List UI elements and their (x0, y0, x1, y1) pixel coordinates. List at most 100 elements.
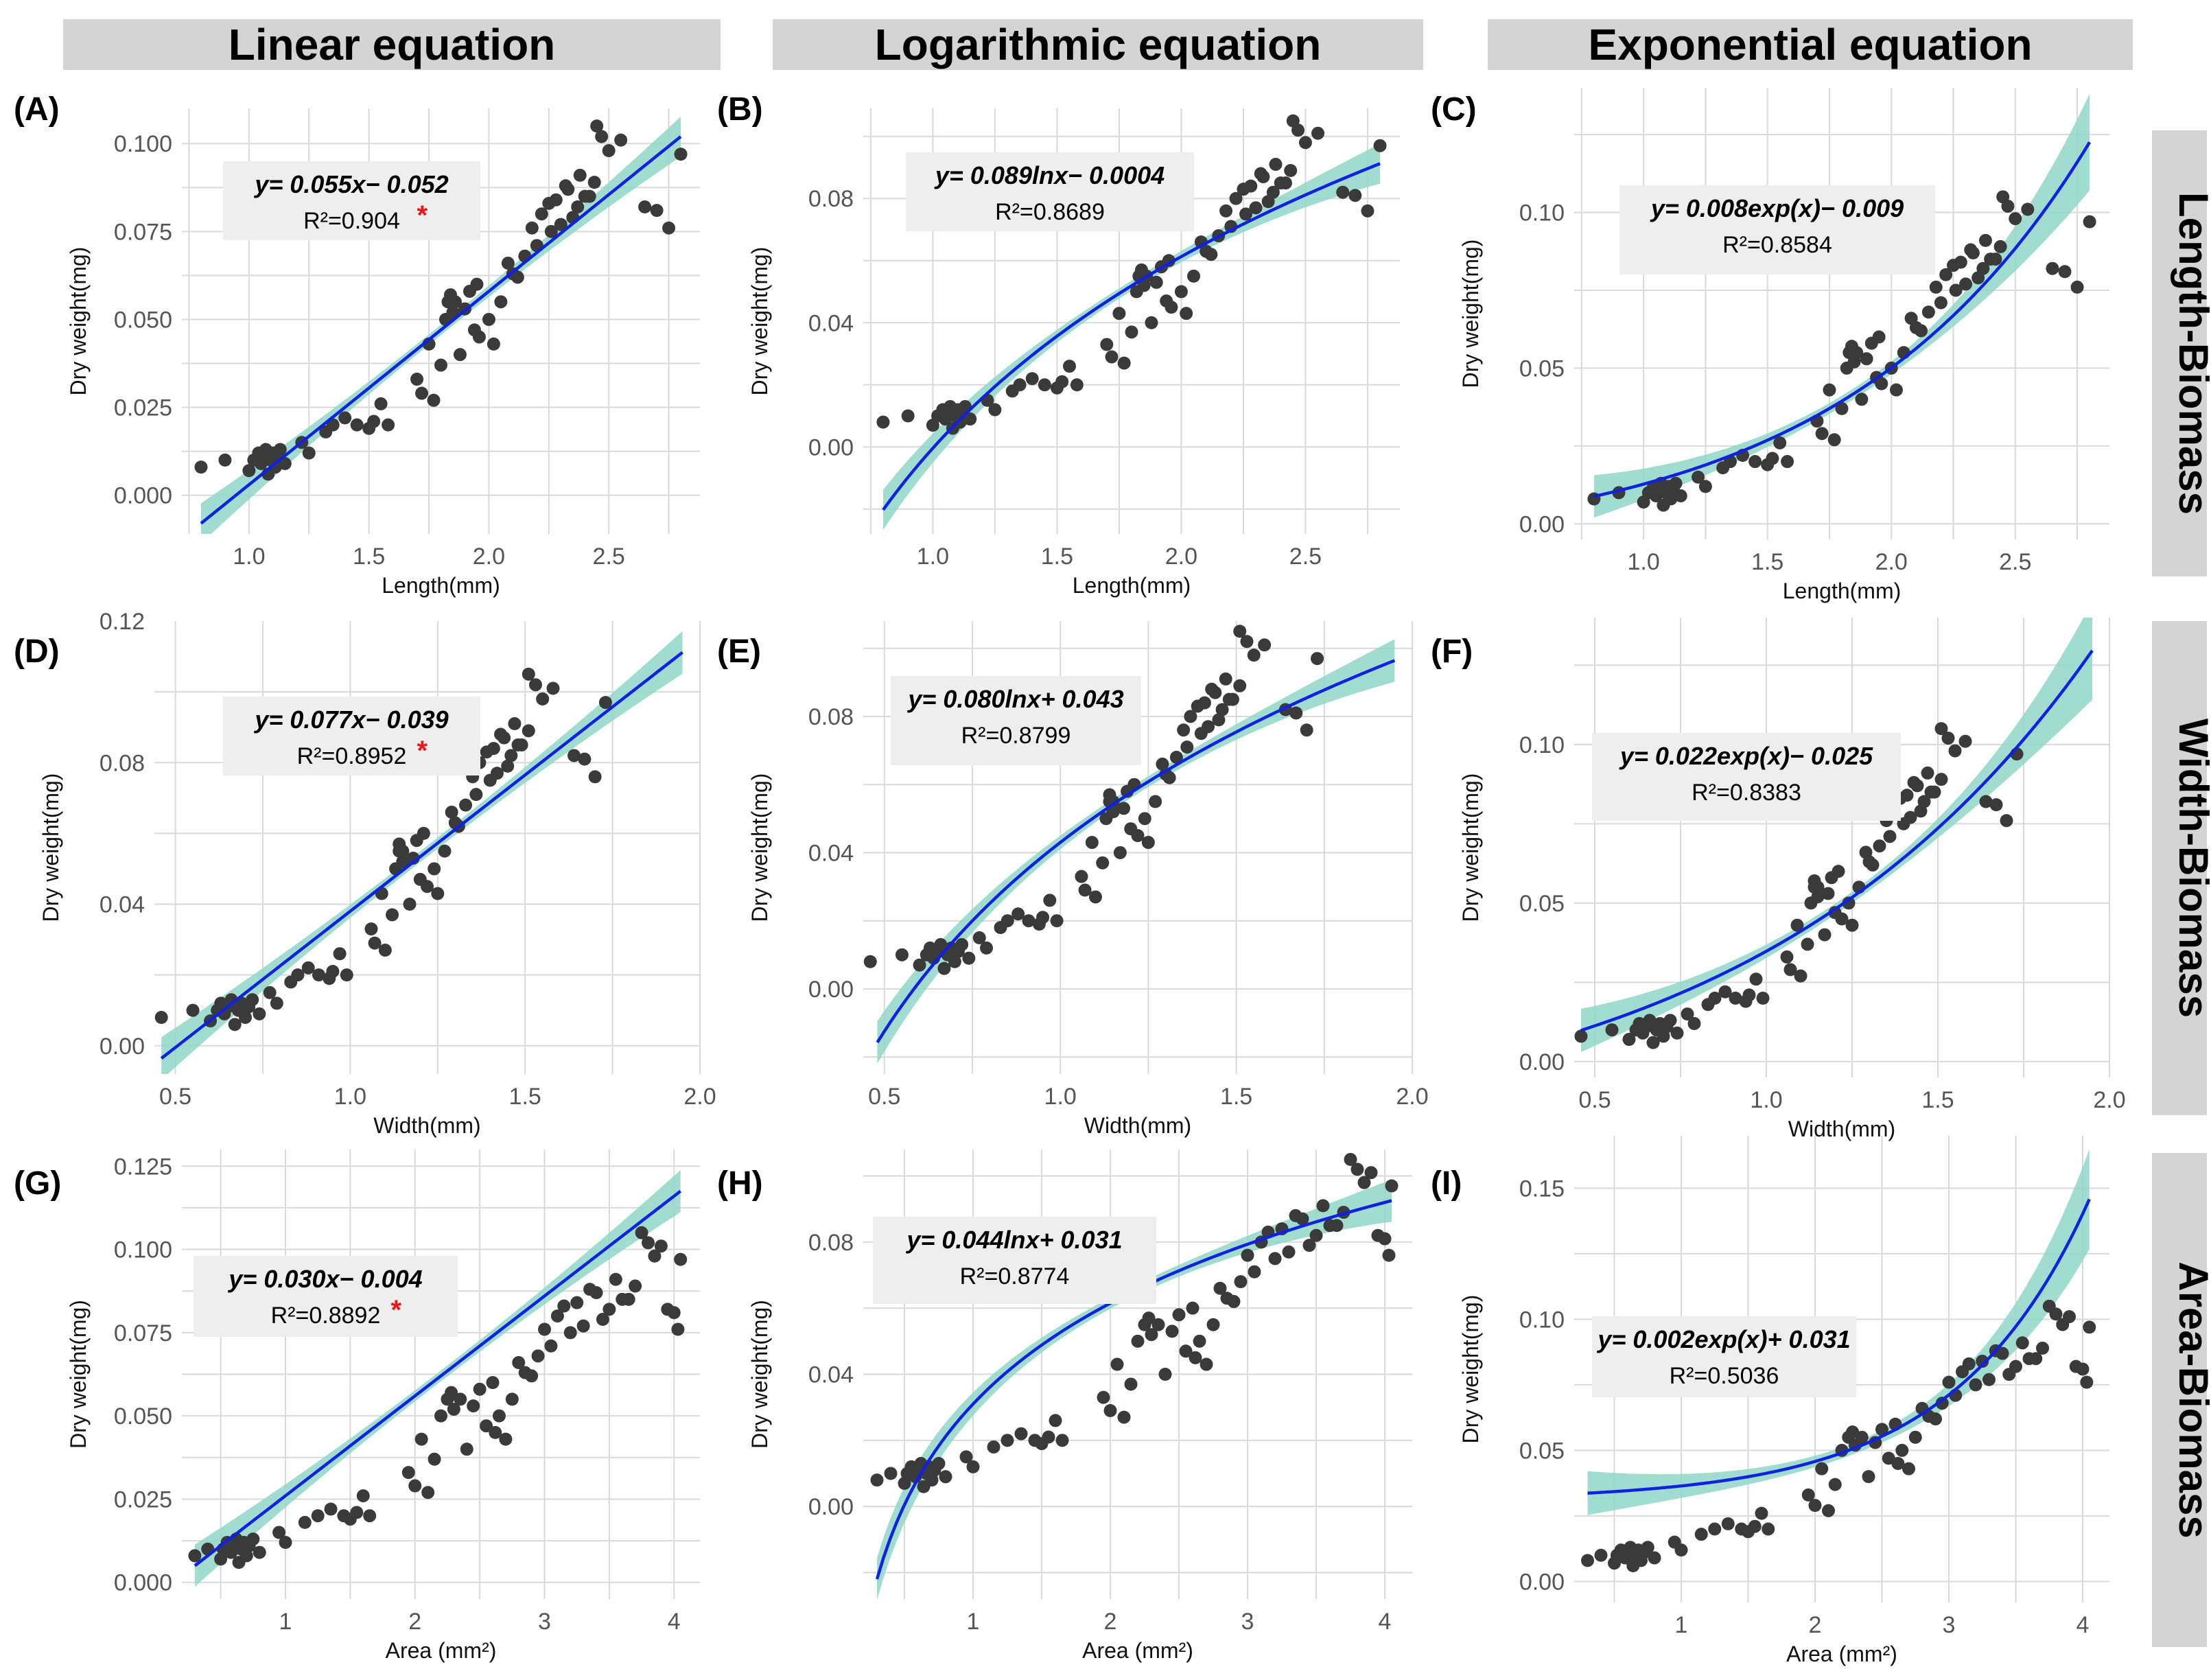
data-point (487, 337, 500, 351)
data-point (1289, 706, 1303, 720)
data-point (1131, 829, 1145, 843)
panel-a: (A) 1.0 1.5 2.0 2.5 0.000 0.025 0.050 0.075 0.100… (14, 91, 700, 598)
x-tick-label: 0.5 (159, 1084, 191, 1110)
data-point (1976, 1355, 1989, 1368)
r-squared-text: R²=0.8799 (961, 723, 1071, 749)
data-point (1915, 324, 1928, 338)
y-axis-title: Dry weight(mg) (747, 247, 772, 396)
data-point (642, 1236, 655, 1250)
data-point (614, 133, 628, 147)
data-point (1215, 703, 1229, 716)
x-axis-title: Area (mm²) (1786, 1642, 1897, 1666)
y-axis-title: Dry weight(mg) (1458, 240, 1483, 388)
data-point (278, 457, 292, 471)
data-point (414, 1432, 428, 1446)
data-point (1862, 1470, 1875, 1484)
data-point (1889, 383, 1903, 397)
y-tick-label: 0.025 (114, 395, 172, 421)
equation-box (891, 676, 1141, 765)
row-header-area-bg (2152, 1153, 2207, 1647)
equation-box (194, 1256, 458, 1337)
data-point (1106, 805, 1120, 819)
data-point (1942, 1375, 1956, 1389)
data-point (1233, 625, 1247, 638)
data-point (1180, 307, 1193, 320)
data-point (546, 681, 560, 695)
plot-area (194, 116, 688, 534)
y-tick-label: 0.00 (808, 977, 854, 1003)
x-tick-label: 2.5 (1289, 544, 1322, 570)
x-tick-label: 0.5 (1578, 1087, 1611, 1113)
data-point (1241, 1248, 1254, 1262)
y-tick-label: 0.00 (1519, 511, 1565, 537)
data-point (401, 1466, 415, 1480)
data-point (1815, 1462, 1829, 1475)
data-point (1145, 316, 1158, 329)
r-squared-text: R²=0.8689 (995, 199, 1105, 225)
data-point (648, 1249, 662, 1263)
data-point (979, 941, 993, 955)
data-point (988, 403, 1002, 417)
data-point (482, 312, 495, 326)
panel-e: (E) 0.5 1.0 1.5 2.0 0.00 0.04 0.08 Width(mm) Dry … (717, 621, 1429, 1138)
data-point (1357, 1176, 1371, 1189)
data-point (1669, 476, 1683, 490)
data-point (246, 1532, 260, 1546)
data-point (1110, 1357, 1124, 1371)
data-point (253, 1007, 266, 1020)
data-point (1594, 1548, 1608, 1562)
data-point (1197, 696, 1211, 710)
data-point (1291, 124, 1305, 137)
data-point (1282, 1245, 1296, 1259)
data-point (473, 1382, 487, 1396)
x-tick-label: 4 (1379, 1609, 1392, 1635)
equation-box (873, 1217, 1156, 1304)
x-tick-label: 1.5 (509, 1084, 541, 1110)
data-point (364, 922, 378, 936)
data-point (1832, 865, 1845, 878)
confidence-band (1593, 93, 2090, 518)
data-point (959, 1450, 973, 1464)
data-point (1149, 795, 1162, 808)
data-point (1141, 836, 1155, 850)
data-point (1811, 890, 1825, 904)
y-axis-title: Dry weight(mg) (1458, 773, 1483, 922)
data-point (499, 1432, 513, 1446)
data-point (522, 724, 535, 738)
data-point (1249, 201, 1263, 215)
r-squared-text: R²=0.8892 (271, 1303, 381, 1329)
equation-box (223, 161, 480, 240)
data-point (1226, 692, 1239, 706)
data-point (573, 168, 587, 182)
data-point (1239, 207, 1253, 221)
x-tick-label: 1.5 (1921, 1087, 1954, 1113)
data-point (368, 936, 382, 950)
data-point (350, 418, 364, 432)
x-tick-label: 3 (1241, 1609, 1254, 1635)
data-point (1117, 1410, 1131, 1424)
data-point (367, 415, 381, 428)
data-point (2063, 1310, 2076, 1324)
equation-text: y= 0.089lnx− 0.0004 (934, 161, 1165, 189)
data-point (1350, 1163, 1364, 1176)
data-point (486, 1376, 500, 1390)
data-point (570, 1296, 584, 1309)
data-point (1883, 830, 1897, 843)
data-point (863, 955, 877, 968)
data-point (489, 1425, 502, 1439)
data-point (1256, 170, 1270, 184)
confidence-band (161, 631, 683, 1074)
data-point (1075, 870, 1088, 883)
plot-area (876, 114, 1387, 530)
data-point (650, 204, 664, 218)
x-axis-title: Length(mm) (382, 573, 500, 598)
data-point (1103, 1403, 1117, 1417)
data-point (291, 968, 305, 982)
data-point (239, 1011, 252, 1024)
data-point (408, 1479, 422, 1493)
data-point (1605, 1023, 1619, 1037)
r-squared-text: R²=0.8952 (297, 743, 407, 769)
data-point (1348, 189, 1362, 202)
column-header-linear-bg (63, 19, 721, 70)
panel-letter: (B) (717, 91, 763, 128)
